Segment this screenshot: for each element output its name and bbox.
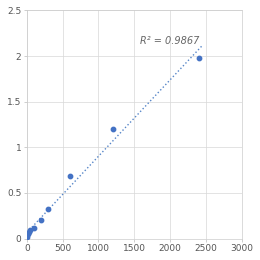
Text: R² = 0.9867: R² = 0.9867	[140, 36, 199, 46]
Point	[28, 228, 32, 232]
Point	[111, 127, 115, 131]
Point	[39, 218, 43, 222]
Point	[27, 230, 31, 234]
Point	[197, 56, 201, 60]
Point	[46, 207, 50, 211]
Point	[25, 235, 29, 239]
Point	[32, 225, 36, 230]
Point	[26, 232, 30, 236]
Point	[68, 173, 72, 178]
